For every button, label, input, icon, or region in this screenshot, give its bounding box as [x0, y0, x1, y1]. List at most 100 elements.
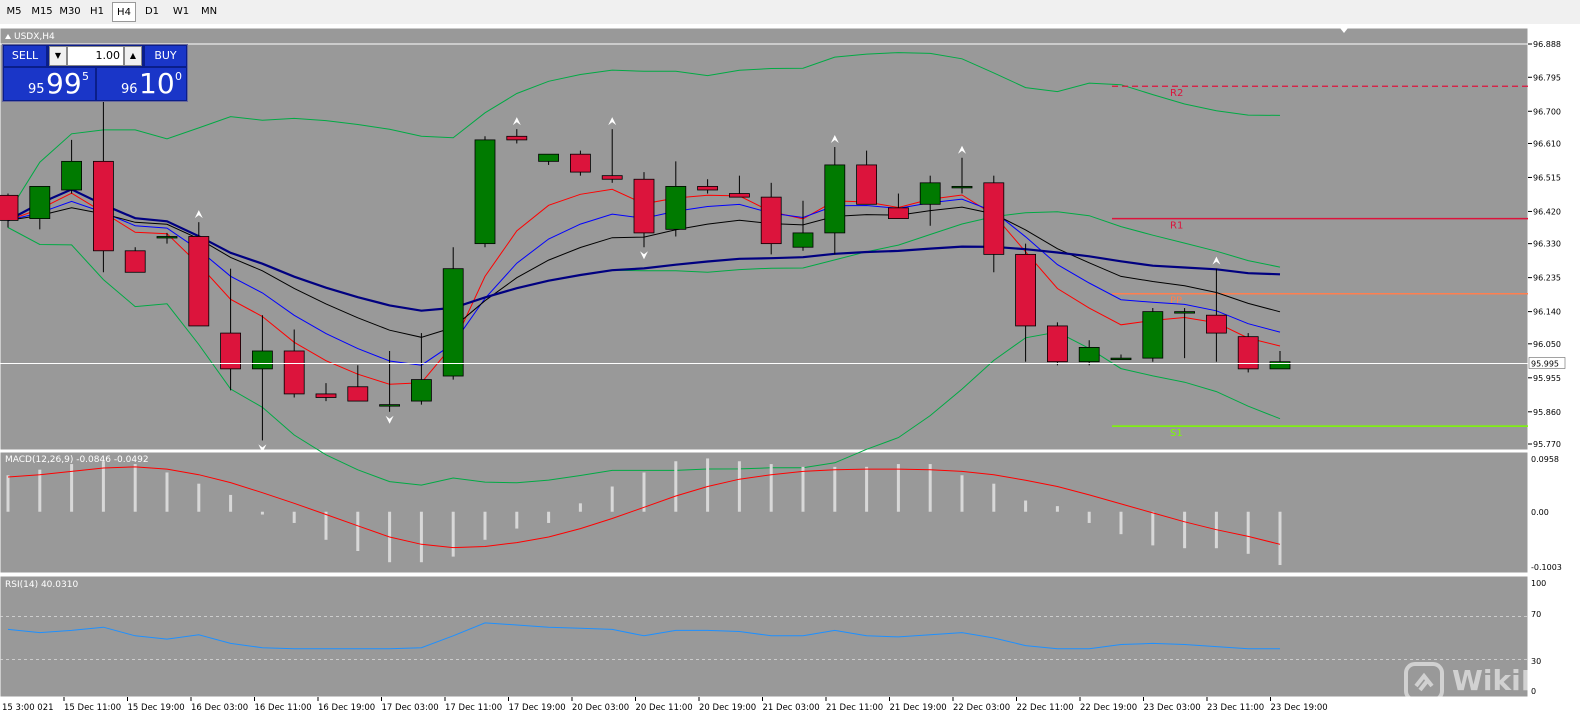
lot-decrease-button[interactable]: ▼: [49, 46, 67, 66]
tf-h1[interactable]: H1: [86, 2, 108, 22]
timeframe-toolbar: M5 M15 M30 H1 H4 D1 W1 MN: [0, 0, 1580, 25]
bull-candle: [793, 233, 813, 247]
bear-candle: [125, 251, 145, 272]
bear-candle: [0, 195, 18, 220]
time-axis-label: 20 Dec 19:00: [699, 703, 756, 713]
bull-candle: [1079, 347, 1099, 361]
buy-button[interactable]: BUY: [145, 46, 186, 66]
price-axis-label: 96.330: [1533, 240, 1561, 249]
sell-price-box[interactable]: 95 99 5: [4, 68, 95, 100]
tf-h4[interactable]: H4: [112, 2, 136, 22]
price-axis-label: 96.420: [1533, 207, 1561, 216]
bear-candle: [761, 197, 781, 244]
pivot-s1-label: S1: [1170, 428, 1183, 439]
bear-candle: [634, 179, 654, 233]
price-axis-label: 96.795: [1533, 73, 1561, 82]
price-axis-label: 96.140: [1533, 308, 1561, 317]
time-axis-label: 17 Dec 03:00: [382, 703, 439, 713]
time-axis-label: 15 Dec 19:00: [128, 703, 185, 713]
wikifx-watermark: WikiFX: [1404, 660, 1580, 708]
bear-candle: [507, 136, 527, 140]
bull-candle: [1143, 312, 1163, 359]
tf-m5[interactable]: M5: [2, 2, 26, 22]
bull-candle: [380, 405, 400, 407]
sell-price-sup: 5: [82, 70, 89, 83]
tf-mn[interactable]: MN: [196, 2, 222, 22]
bear-candle: [316, 394, 336, 398]
bear-candle: [984, 183, 1004, 255]
time-axis-label: 16 Dec 19:00: [318, 703, 375, 713]
chart-symbol-title: USDX,H4: [14, 32, 55, 42]
bull-candle: [475, 140, 495, 244]
time-axis-label: 23 Dec 11:00: [1207, 703, 1264, 713]
bull-candle: [30, 186, 50, 218]
time-axis-label: 15 3:00 021: [2, 703, 54, 713]
time-axis-label: 16 Dec 03:00: [191, 703, 248, 713]
tf-d1[interactable]: D1: [140, 2, 164, 22]
chart-area[interactable]: USDX,H4 R2 R1 PP S1 96.88896.79596.70096…: [0, 24, 1580, 725]
pivot-r1-label: R1: [1170, 221, 1183, 232]
time-axis-label: 17 Dec 19:00: [509, 703, 566, 713]
bull-candle: [539, 154, 559, 161]
price-axis-label: 95.770: [1533, 440, 1561, 449]
buy-price-box[interactable]: 96 10 0: [97, 68, 186, 100]
bear-candle: [729, 194, 749, 198]
bear-candle: [348, 387, 368, 401]
macd-title: MACD(12,26,9) -0.0846 -0.0492: [5, 455, 149, 465]
rsi-panel[interactable]: [0, 576, 1528, 697]
bear-candle: [857, 165, 877, 204]
lot-increase-button[interactable]: ▲: [124, 46, 142, 66]
lot-size-input[interactable]: 1.00: [67, 46, 124, 66]
sell-price-big: 95: [28, 82, 45, 97]
time-axis-label: 16 Dec 11:00: [255, 703, 312, 713]
bull-candle: [157, 236, 177, 238]
macd-panel[interactable]: [0, 452, 1528, 573]
tf-w1[interactable]: W1: [168, 2, 194, 22]
bear-candle: [189, 236, 209, 325]
bear-candle: [93, 161, 113, 250]
tf-m30[interactable]: M30: [56, 2, 84, 22]
time-axis-label: 23 Dec 03:00: [1144, 703, 1201, 713]
buy-price-main: 10: [139, 69, 175, 99]
price-axis-label: 95.860: [1533, 408, 1561, 417]
bull-candle: [1111, 358, 1131, 360]
time-axis-label: 22 Dec 19:00: [1080, 703, 1137, 713]
bull-candle: [443, 269, 463, 376]
bull-candle: [62, 161, 82, 190]
price-axis-label: 96.235: [1533, 274, 1561, 283]
current-price-label: 95.995: [1531, 359, 1559, 368]
wikifx-watermark-text: WikiFX: [1452, 664, 1561, 697]
time-axis-label: 21 Dec 03:00: [763, 703, 820, 713]
macd-axis-zero: 0.00: [1531, 508, 1549, 517]
bear-candle: [1047, 326, 1067, 362]
bull-candle: [1175, 312, 1195, 314]
one-click-trading-panel: SELL ▼ 1.00 ▲ BUY 95 99 5 96 10 0: [2, 44, 190, 102]
time-axis-label: 17 Dec 11:00: [445, 703, 502, 713]
bull-candle: [252, 351, 272, 369]
buy-price-big: 96: [121, 82, 138, 97]
bull-candle: [411, 380, 431, 401]
buy-price-sup: 0: [175, 70, 182, 83]
macd-axis-bottom: -0.1003: [1531, 563, 1562, 572]
price-axis-label: 95.955: [1533, 374, 1561, 383]
pivot-pp-label: PP: [1170, 296, 1182, 307]
time-axis-label: 20 Dec 11:00: [636, 703, 693, 713]
bear-candle: [602, 176, 622, 180]
rsi-title: RSI(14) 40.0310: [5, 580, 78, 590]
sell-price-main: 99: [46, 69, 82, 99]
time-axis-label: 22 Dec 11:00: [1017, 703, 1074, 713]
price-axis-label: 96.888: [1533, 40, 1561, 49]
rsi-axis-100: 100: [1531, 579, 1546, 588]
bull-candle: [825, 165, 845, 233]
bull-candle: [666, 186, 686, 229]
bear-candle: [1206, 315, 1226, 333]
price-axis-label: 96.610: [1533, 139, 1561, 148]
sell-button[interactable]: SELL: [4, 46, 46, 66]
rsi-axis-70: 70: [1531, 610, 1541, 619]
time-axis-label: 21 Dec 11:00: [826, 703, 883, 713]
tf-m15[interactable]: M15: [28, 2, 56, 22]
price-axis-label: 96.700: [1533, 107, 1561, 116]
time-axis-label: 23 Dec 19:00: [1271, 703, 1328, 713]
bull-candle: [920, 183, 940, 204]
bear-candle: [698, 186, 718, 190]
